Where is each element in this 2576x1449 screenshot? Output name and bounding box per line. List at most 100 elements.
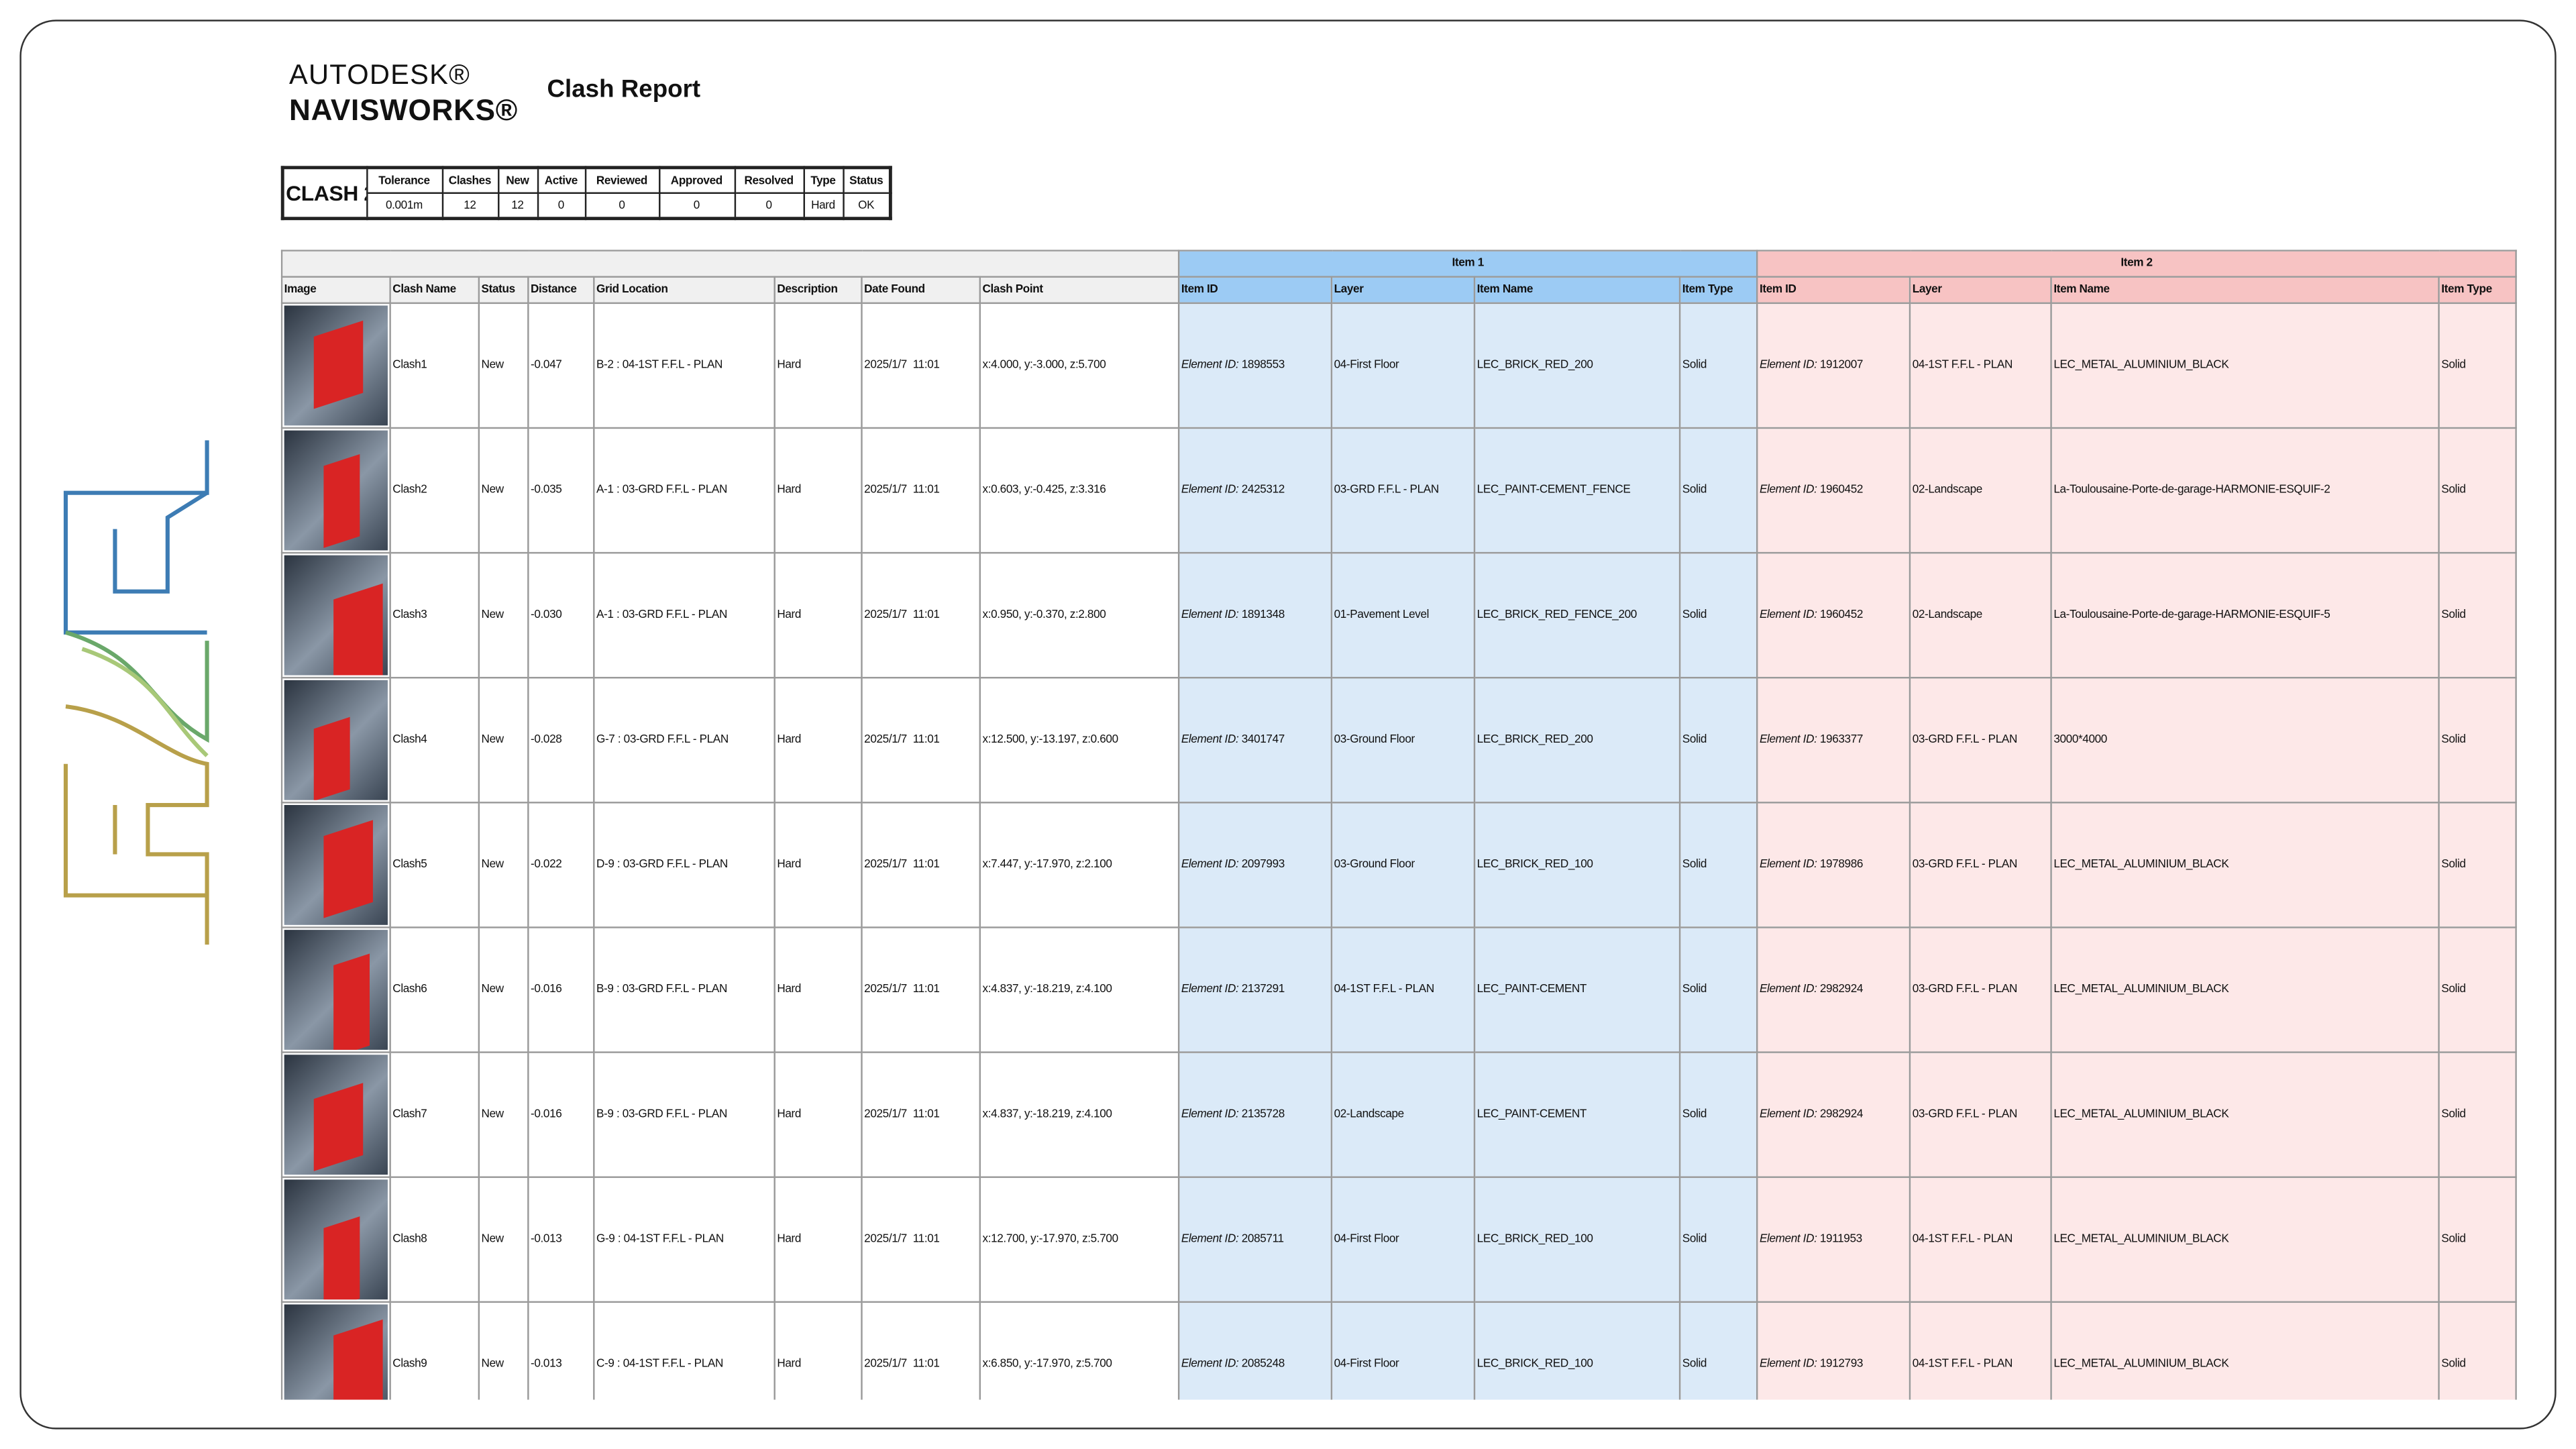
cell: -0.030 [527, 551, 595, 679]
element-id: 2097993 [1241, 859, 1285, 871]
data-row: Clash7 New -0.016 B-9 : 03-GRD F.F.L - PLAN… [280, 1051, 2517, 1178]
group-header: Item 1 [1177, 250, 1758, 278]
cell: Solid [1678, 676, 1758, 804]
cell: 03-Ground Floor [1330, 676, 1476, 804]
summary-value: 0 [536, 192, 586, 219]
cell: C-9 : 04-1ST F.F.L - PLAN [593, 1301, 775, 1400]
cell: G-9 : 04-1ST F.F.L - PLAN [593, 1176, 775, 1303]
item-id: Element ID: 2982924 [1756, 926, 1911, 1053]
image-cell [280, 1301, 391, 1400]
element-id: 1912007 [1819, 360, 1864, 372]
cell: 2025/1/7 11:01 [861, 1176, 981, 1303]
cell: Solid [2438, 427, 2517, 554]
cell: LEC_PAINT-CEMENT_FENCE [1473, 427, 1681, 554]
column-header: Item ID [1177, 276, 1333, 305]
cell: LEC_METAL_ALUMINIUM_BLACK [2050, 1301, 2440, 1400]
item-id: Element ID: 2982924 [1756, 1051, 1911, 1178]
data-row: Clash4 New -0.028 G-7 : 03-GRD F.F.L - PLAN… [280, 676, 2517, 804]
summary-table: CLASH 2ToleranceClashesNewActiveReviewed… [280, 166, 892, 221]
element-id-label: Element ID: [1759, 1358, 1817, 1371]
group-header: Item 2 [1756, 250, 2517, 278]
cell: x:4.837, y:-18.219, z:4.100 [979, 926, 1180, 1053]
item-id: Element ID: 3401747 [1177, 676, 1333, 804]
element-id-label: Element ID: [1759, 484, 1817, 496]
cell: La-Toulousaine-Porte-de-garage-HARMONIE-… [2050, 551, 2440, 679]
element-id-label: Element ID: [1759, 859, 1817, 871]
element-id-label: Element ID: [1181, 1234, 1239, 1246]
data-row: Clash2 New -0.035 A-1 : 03-GRD F.F.L - PLAN… [280, 427, 2517, 554]
item-id: Element ID: 1960452 [1756, 551, 1911, 679]
element-id-label: Element ID: [1759, 983, 1817, 996]
cell: x:0.603, y:-0.425, z:3.316 [979, 427, 1180, 554]
element-id: 1960452 [1819, 484, 1864, 496]
data-row: Clash5 New -0.022 D-9 : 03-GRD F.F.L - PLAN… [280, 802, 2517, 928]
summary-value: 0 [733, 192, 804, 219]
summary-value-row: 0.001m 12 12 0 0 0 0 Hard OK [282, 192, 892, 219]
data-row: Clash6 New -0.016 B-9 : 03-GRD F.F.L - PLAN… [280, 926, 2517, 1053]
clash-highlight [313, 320, 364, 409]
cell: Clash6 [389, 926, 480, 1053]
summary-header: New [496, 166, 539, 194]
cell: -0.047 [527, 302, 595, 429]
cell: x:12.500, y:-13.197, z:0.600 [979, 676, 1180, 804]
summary-value: 0.001m [365, 192, 443, 219]
cell: New [478, 676, 529, 804]
element-id: 1978986 [1819, 859, 1864, 871]
cell: 03-GRD F.F.L - PLAN [1909, 802, 2052, 928]
clash-thumbnail [284, 305, 388, 426]
cell: 02-Landscape [1909, 427, 2052, 554]
cell: LEC_METAL_ALUMINIUM_BLACK [2050, 1051, 2440, 1178]
item-id: Element ID: 1912007 [1756, 302, 1911, 429]
element-id: 2137291 [1241, 983, 1285, 996]
element-id-label: Element ID: [1181, 1358, 1239, 1371]
cell: 04-First Floor [1330, 1301, 1476, 1400]
cell: -0.013 [527, 1176, 595, 1303]
clash-highlight [333, 583, 383, 676]
cell: 2025/1/7 11:01 [861, 926, 981, 1053]
summary-value: 0 [657, 192, 735, 219]
cell: Clash7 [389, 1051, 480, 1178]
cell: -0.028 [527, 676, 595, 804]
cell: LEC_BRICK_RED_100 [1473, 1301, 1681, 1400]
item-id: Element ID: 2085248 [1177, 1301, 1333, 1400]
cell: Solid [1678, 302, 1758, 429]
element-id: 1960452 [1819, 609, 1864, 621]
image-cell [280, 676, 391, 804]
item-id: Element ID: 1912793 [1756, 1301, 1911, 1400]
element-id-label: Element ID: [1181, 734, 1239, 746]
cell: Hard [773, 1301, 863, 1400]
cell: Solid [1678, 1301, 1758, 1400]
summary-header: Resolved [733, 166, 804, 194]
summary-header-row: CLASH 2ToleranceClashesNewActiveReviewed… [282, 166, 892, 219]
element-id: 1912793 [1819, 1358, 1864, 1371]
element-id: 2982924 [1819, 1109, 1864, 1121]
column-header: Item Type [1678, 276, 1758, 305]
cell: 04-1ST F.F.L - PLAN [1909, 302, 2052, 429]
image-cell [280, 802, 391, 928]
group-row: Item 1 Item 2 [280, 250, 2517, 278]
clash-highlight [323, 453, 360, 548]
item-id: Element ID: 1978986 [1756, 802, 1911, 928]
cell: New [478, 802, 529, 928]
cell: Clash4 [389, 676, 480, 804]
column-header: Distance [527, 276, 595, 305]
cell: Hard [773, 676, 863, 804]
frame [19, 19, 2557, 1430]
summary-header: Active [536, 166, 586, 194]
cell: 01-Pavement Level [1330, 551, 1476, 679]
cell: -0.013 [527, 1301, 595, 1400]
item-id: Element ID: 1898553 [1177, 302, 1333, 429]
column-header: Clash Name [389, 276, 480, 305]
element-id: 3401747 [1241, 734, 1285, 746]
cell: New [478, 926, 529, 1053]
image-cell [280, 1176, 391, 1303]
element-id-label: Element ID: [1759, 1234, 1817, 1246]
cell: New [478, 1051, 529, 1178]
clash-table: Item 1 Item 2 Image Clash Name Status Distanc… [280, 250, 2517, 1400]
element-id-label: Element ID: [1181, 1109, 1239, 1121]
summary-value: 0 [584, 192, 660, 219]
cell: La-Toulousaine-Porte-de-garage-HARMONIE-… [2050, 427, 2440, 554]
item-id: Element ID: 2425312 [1177, 427, 1333, 554]
cell: LEC_BRICK_RED_100 [1473, 1176, 1681, 1303]
